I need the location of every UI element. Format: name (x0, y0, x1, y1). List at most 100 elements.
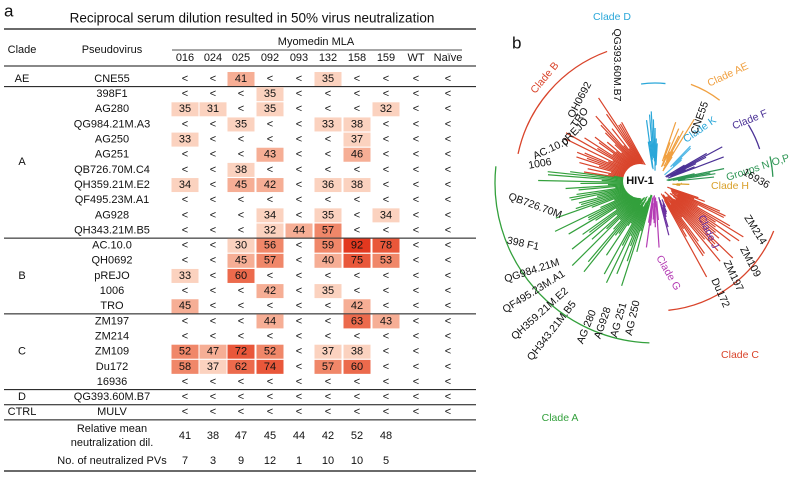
cell: 57 (264, 255, 276, 267)
cell: < (325, 391, 331, 403)
cell: 36 (322, 179, 334, 191)
pseudovirus: pREJO (94, 270, 130, 282)
cell: < (445, 255, 451, 267)
cell: < (267, 118, 273, 130)
cell: < (383, 406, 389, 418)
cell: < (325, 88, 331, 100)
cell: < (383, 224, 389, 236)
cell: < (210, 240, 216, 252)
cell: < (354, 209, 360, 221)
cell: < (354, 103, 360, 115)
cell: < (296, 194, 302, 206)
cell: 31 (207, 103, 219, 115)
header: Myomedin MLA (278, 36, 355, 48)
clade: CTRL (8, 406, 37, 418)
cell: < (238, 224, 244, 236)
cell: < (383, 300, 389, 312)
cell: < (325, 270, 331, 282)
cell: < (238, 376, 244, 388)
cell: < (210, 376, 216, 388)
cell: < (238, 406, 244, 418)
cell: < (413, 240, 419, 252)
pseudovirus: 1006 (100, 285, 124, 297)
clade-label: Clade H (711, 180, 749, 192)
cell: < (296, 179, 302, 191)
cell: < (413, 285, 419, 297)
cell: < (413, 164, 419, 176)
cell: < (210, 179, 216, 191)
cell: < (354, 406, 360, 418)
header: Pseudovirus (82, 44, 143, 56)
cell: < (383, 391, 389, 403)
cell: < (383, 194, 389, 206)
cell: < (383, 346, 389, 358)
cell: 35 (235, 118, 247, 130)
cell: 63 (351, 315, 363, 327)
cell: < (413, 118, 419, 130)
cell: < (210, 330, 216, 342)
cell: < (210, 224, 216, 236)
summary-label: No. of neutralized PVs (57, 455, 167, 467)
cell: < (413, 224, 419, 236)
cell: < (182, 255, 188, 267)
pseudovirus: MULV (97, 406, 127, 418)
cell: < (296, 406, 302, 418)
cell: < (354, 391, 360, 403)
cell: < (445, 103, 451, 115)
cell: < (296, 255, 302, 267)
cell: < (383, 376, 389, 388)
summary-value: 10 (351, 455, 363, 467)
cell: < (182, 88, 188, 100)
cell: < (354, 224, 360, 236)
cell: < (383, 179, 389, 191)
cell: 43 (264, 149, 276, 161)
cell: < (383, 73, 389, 85)
cell: 32 (264, 224, 276, 236)
cell: < (383, 88, 389, 100)
pseudovirus: ZM214 (95, 330, 129, 342)
cell: < (445, 134, 451, 146)
clade-arc (641, 83, 665, 84)
clade-label: Clade AE (706, 60, 751, 89)
cell: < (267, 376, 273, 388)
cell: 59 (322, 240, 334, 252)
clade-label: Clade A (542, 412, 579, 424)
leaf-label: 1006 (527, 156, 552, 172)
cell: < (296, 88, 302, 100)
leaf-label: 398 F1 (506, 235, 541, 254)
summary-value: 41 (179, 430, 191, 442)
cell: < (267, 391, 273, 403)
cell: 53 (380, 255, 392, 267)
cell: 35 (264, 88, 276, 100)
cell: < (238, 88, 244, 100)
cell: < (296, 270, 302, 282)
cell: < (354, 270, 360, 282)
cell: < (445, 240, 451, 252)
cell: < (445, 270, 451, 282)
clade-label: Clade C (721, 349, 759, 361)
cell: < (445, 179, 451, 191)
cell: < (238, 134, 244, 146)
cell: < (267, 194, 273, 206)
cell: < (182, 315, 188, 327)
cell: < (210, 270, 216, 282)
cell: < (325, 406, 331, 418)
pseudovirus: QH343.21M.B5 (74, 224, 150, 236)
cell: < (445, 330, 451, 342)
cell: < (383, 134, 389, 146)
clade-label: Clade D (593, 11, 631, 23)
clade: AE (15, 73, 30, 85)
cell: 30 (235, 240, 247, 252)
cell: < (325, 103, 331, 115)
cell: < (182, 164, 188, 176)
cell: < (413, 255, 419, 267)
cell: < (296, 164, 302, 176)
cell: < (413, 361, 419, 373)
cell: < (445, 118, 451, 130)
column-header: 092 (261, 52, 279, 64)
cell: < (354, 376, 360, 388)
cell: 42 (264, 179, 276, 191)
